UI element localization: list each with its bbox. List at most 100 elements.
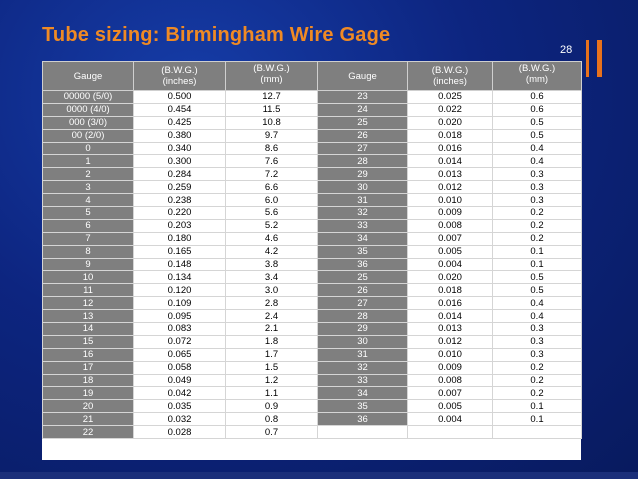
cell-inches: 0.340	[133, 141, 226, 156]
cell-gauge-2: 27	[317, 296, 408, 311]
table-row: 0000 (4/0) 0.454 11.5 24 0.022 0.6	[42, 102, 582, 117]
header-line: (B.W.G.)	[431, 65, 469, 76]
table-row: 00 (2/0) 0.380 9.7 26 0.018 0.5	[42, 128, 582, 143]
slide-title: Tube sizing: Birmingham Wire Gage	[42, 24, 391, 46]
table-row: 5 0.220 5.6 32 0.009 0.2	[42, 206, 582, 220]
cell-inches-2: 0.012	[407, 180, 493, 195]
cell-inches-2	[407, 425, 493, 440]
cell-gauge-2: 33	[317, 218, 408, 233]
cell-mm-2: 0.5	[492, 270, 582, 285]
cell-inches: 0.220	[133, 206, 226, 220]
table-body: 00000 (5/0) 0.500 12.7 23 0.025 0.6 0000 (4/0)…	[42, 90, 582, 440]
cell-gauge-2: 23	[317, 90, 408, 104]
cell-inches: 0.203	[133, 218, 226, 233]
cell-inches-2: 0.012	[407, 334, 493, 349]
cell-mm: 12.7	[225, 90, 318, 104]
table-row: 20 0.035 0.9 35 0.005 0.1	[42, 399, 582, 414]
cell-inches: 0.095	[133, 309, 226, 324]
header-line: (B.W.G.)	[161, 65, 198, 76]
table-row: 4 0.238 6.0 31 0.010 0.3	[42, 193, 582, 208]
header-bwg-inches-2: (B.W.G.) (inches)	[407, 61, 493, 91]
gauge-table-container: Gauge (B.W.G.) (inches) (B.W.G.) (mm) Ga…	[42, 61, 582, 460]
cell-mm: 3.0	[225, 283, 318, 298]
table-row: 19 0.042 1.1 34 0.007 0.2	[42, 386, 582, 401]
cell-mm: 0.7	[225, 425, 318, 440]
cell-gauge: 0000 (4/0)	[42, 102, 134, 117]
header-bwg-mm: (B.W.G.) (mm)	[225, 61, 318, 91]
table-row: 11 0.120 3.0 26 0.018 0.5	[42, 283, 582, 298]
cell-inches-2: 0.016	[407, 141, 493, 156]
table-row: 14 0.083 2.1 29 0.013 0.3	[42, 322, 582, 336]
cell-gauge: 7	[42, 231, 134, 246]
cell-gauge: 2	[42, 167, 134, 182]
cell-mm: 6.6	[225, 180, 318, 195]
cell-mm: 7.6	[225, 154, 318, 169]
table-row: 3 0.259 6.6 30 0.012 0.3	[42, 180, 582, 195]
cell-mm-2	[492, 425, 582, 440]
header-line: (mm)	[525, 74, 549, 85]
cell-inches: 0.058	[133, 360, 226, 375]
header-line: (inches)	[162, 76, 197, 87]
cell-inches: 0.165	[133, 244, 226, 259]
cell-mm-2: 0.2	[492, 386, 582, 401]
accent-bar-thin	[586, 40, 589, 77]
cell-mm-2: 0.5	[492, 283, 582, 298]
cell-inches-2: 0.010	[407, 347, 493, 362]
cell-mm: 4.6	[225, 231, 318, 246]
cell-inches-2: 0.013	[407, 167, 493, 182]
cell-inches: 0.500	[133, 90, 226, 104]
cell-gauge: 0	[42, 141, 134, 156]
cell-inches-2: 0.010	[407, 193, 493, 208]
cell-mm-2: 0.3	[492, 180, 582, 195]
cell-inches: 0.049	[133, 373, 226, 388]
cell-mm-2: 0.3	[492, 322, 582, 336]
cell-mm-2: 0.1	[492, 412, 582, 427]
table-row: 10 0.134 3.4 25 0.020 0.5	[42, 270, 582, 285]
cell-gauge-2: 29	[317, 322, 408, 336]
table-row: 15 0.072 1.8 30 0.012 0.3	[42, 334, 582, 349]
cell-inches-2: 0.013	[407, 322, 493, 336]
cell-inches-2: 0.014	[407, 309, 493, 324]
cell-gauge: 00 (2/0)	[42, 128, 134, 143]
cell-gauge: 8	[42, 244, 134, 259]
cell-inches: 0.032	[133, 412, 226, 427]
cell-inches-2: 0.020	[407, 115, 493, 130]
cell-gauge: 5	[42, 206, 134, 220]
cell-mm-2: 0.1	[492, 399, 582, 414]
cell-gauge-2: 32	[317, 206, 408, 220]
cell-mm-2: 0.5	[492, 115, 582, 130]
cell-inches-2: 0.018	[407, 283, 493, 298]
cell-inches-2: 0.008	[407, 218, 493, 233]
gauge-table: Gauge (B.W.G.) (inches) (B.W.G.) (mm) Ga…	[42, 61, 582, 440]
cell-mm: 4.2	[225, 244, 318, 259]
cell-gauge: 21	[42, 412, 134, 427]
cell-mm: 6.0	[225, 193, 318, 208]
cell-gauge: 13	[42, 309, 134, 324]
cell-gauge-2: 30	[317, 180, 408, 195]
cell-mm: 0.9	[225, 399, 318, 414]
cell-inches-2: 0.005	[407, 399, 493, 414]
cell-inches: 0.065	[133, 347, 226, 362]
table-row: 00000 (5/0) 0.500 12.7 23 0.025 0.6	[42, 90, 582, 104]
cell-inches: 0.300	[133, 154, 226, 169]
cell-gauge-2: 28	[317, 154, 408, 169]
cell-gauge: 10	[42, 270, 134, 285]
cell-inches-2: 0.016	[407, 296, 493, 311]
table-row: 000 (3/0) 0.425 10.8 25 0.020 0.5	[42, 115, 582, 130]
cell-inches-2: 0.007	[407, 231, 493, 246]
cell-gauge-2: 29	[317, 167, 408, 182]
cell-mm: 0.8	[225, 412, 318, 427]
cell-mm-2: 0.3	[492, 193, 582, 208]
cell-inches-2: 0.004	[407, 257, 493, 272]
cell-mm: 5.6	[225, 206, 318, 220]
cell-inches-2: 0.018	[407, 128, 493, 143]
cell-inches: 0.028	[133, 425, 226, 440]
cell-gauge: 1	[42, 154, 134, 169]
table-row: 13 0.095 2.4 28 0.014 0.4	[42, 309, 582, 324]
cell-mm: 2.8	[225, 296, 318, 311]
cell-mm: 10.8	[225, 115, 318, 130]
cell-inches: 0.180	[133, 231, 226, 246]
cell-mm-2: 0.1	[492, 257, 582, 272]
cell-gauge-2: 31	[317, 347, 408, 362]
header-bwg-mm-2: (B.W.G.) (mm)	[492, 61, 582, 91]
